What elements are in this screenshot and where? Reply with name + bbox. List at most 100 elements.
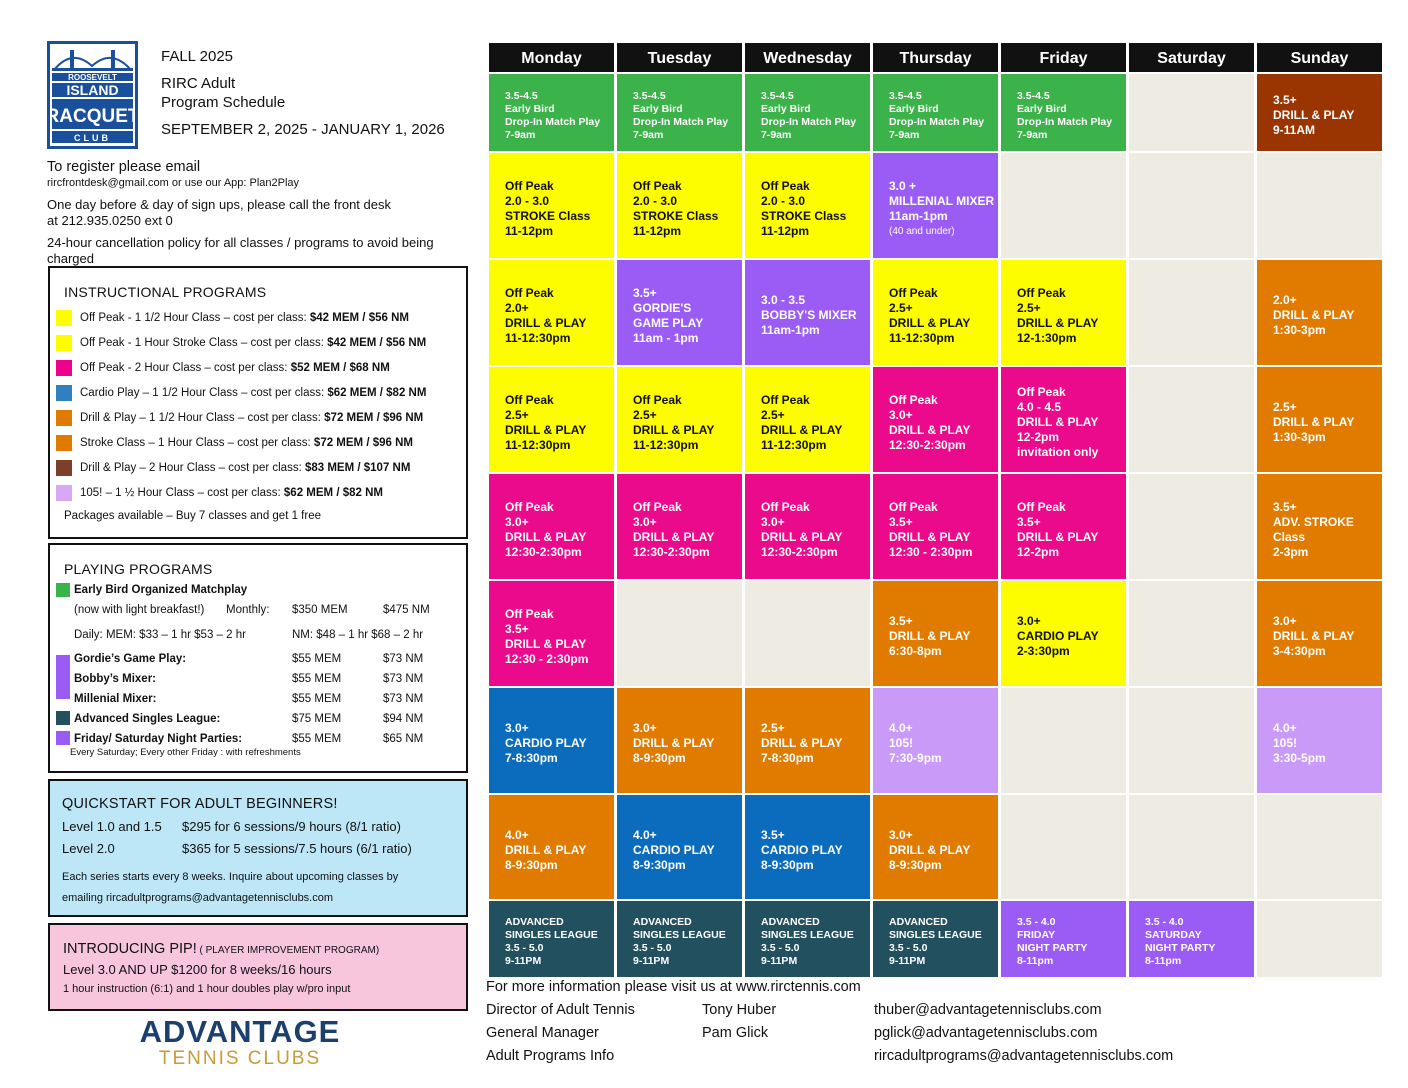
schedule-slot: ADVANCED SINGLES LEAGUE 3.5 - 5.0 9-11PM — [617, 901, 742, 977]
schedule-slot: Off Peak 3.0+ DRILL & PLAY 12:30-2:30pm — [873, 367, 998, 472]
instructional-item: 105! – 1 ½ Hour Class – cost per class: … — [56, 483, 383, 503]
schedule-slot: Off Peak 2.5+ DRILL & PLAY 11-12:30pm — [873, 260, 998, 365]
slot-line: ADVANCED — [633, 916, 692, 928]
slot-line: 12-2pm — [1017, 544, 1060, 559]
slot-line: 2.5+ — [505, 407, 529, 422]
slot-line: 3.0+ — [633, 514, 657, 529]
slot-line: 2-3:30pm — [1017, 644, 1070, 658]
slot-line: STROKE Class — [633, 208, 719, 223]
playing-mem: $55 MEM — [292, 653, 342, 665]
slot-line: DRILL & PLAY — [889, 529, 971, 544]
contact-email[interactable]: thuber@advantagetennisclubs.com — [874, 1002, 1102, 1018]
slot-line: 2.0+ — [505, 300, 529, 315]
quickstart-note-2: emailing rircadultprograms@advantagetenn… — [62, 892, 334, 904]
slot-line: Drop-In Match Play — [633, 115, 729, 128]
slot-line: 11-12pm — [633, 223, 682, 238]
schedule-slot: 3.0+ CARDIO PLAY 2-3:30pm — [1001, 581, 1126, 686]
legend-text: Stroke Class – 1 Hour Class – cost per c… — [80, 437, 314, 449]
program-title-2: Program Schedule — [161, 94, 286, 111]
slot-line: 9-11PM — [633, 955, 670, 967]
slot-line: GAME PLAY — [633, 315, 704, 330]
contact-name: Tony Huber — [702, 1002, 777, 1018]
league-swatch — [56, 711, 70, 725]
slot-line: STROKE Class — [505, 208, 591, 223]
playing-nm: $73 NM — [383, 673, 424, 685]
slot-line: 2.5+ — [761, 721, 785, 735]
legend-text: 105! – 1 ½ Hour Class – cost per class: — [80, 487, 284, 499]
slot-line: 3.5-4.5 — [633, 89, 666, 102]
schedule-slot-empty — [1257, 153, 1382, 258]
slot-line: 3.5+ — [889, 514, 913, 529]
schedule-slot-empty — [1001, 153, 1126, 258]
contact-email[interactable]: pglick@advantagetennisclubs.com — [874, 1025, 1098, 1041]
playing-name: Friday/ Saturday Night Parties: — [74, 733, 243, 745]
playing-mem: $55 MEM — [292, 693, 342, 705]
schedule-slot: 3.5-4.5 Early Bird Drop-In Match Play 7-9am — [489, 74, 614, 151]
slot-line: 12:30 - 2:30pm — [505, 651, 589, 666]
playing-nm: $73 NM — [383, 693, 424, 705]
schedule-slot: 4.0+ CARDIO PLAY 8-9:30pm — [617, 795, 742, 899]
slot-line: SINGLES LEAGUE — [505, 929, 598, 941]
slot-line: 2.0 - 3.0 — [761, 193, 806, 208]
level2-label: Level 2.0 — [62, 841, 115, 856]
contact-email[interactable]: rircadultprograms@advantagetennisclubs.c… — [874, 1048, 1174, 1064]
slot-line: Off Peak — [761, 178, 810, 193]
legend-text: Cardio Play – 1 1/2 Hour Class – cost pe… — [80, 387, 328, 399]
level2-price: $365 for 5 sessions/7.5 hours (6/1 ratio… — [182, 841, 412, 856]
monthly-nm: $475 NM — [383, 604, 430, 616]
packages-note: Packages available – Buy 7 classes and g… — [64, 510, 321, 522]
slot-line: 3.5 - 5.0 — [889, 942, 928, 954]
schedule-slot-empty — [1129, 260, 1254, 365]
schedule-slot: 2.0+ DRILL & PLAY 1:30-3pm — [1257, 260, 1382, 365]
slot-line: 11am-1pm — [761, 323, 820, 337]
slot-line: ADV. STROKE — [1273, 514, 1354, 529]
slot-line: 4.0+ — [505, 827, 529, 842]
slot-line: DRILL & PLAY — [1017, 415, 1099, 429]
slot-line: 3.5 - 4.0 — [1145, 916, 1184, 928]
cancellation-policy-cont: charged — [47, 251, 94, 266]
legend-swatch — [56, 434, 72, 451]
slot-line: 3.0+ — [505, 514, 529, 529]
slot-line: 3.5 - 5.0 — [761, 942, 800, 954]
day-header: Monday — [489, 43, 614, 72]
slot-line: DRILL & PLAY — [761, 422, 843, 437]
monthly-mem: $350 MEM — [292, 604, 348, 616]
legend-text: Off Peak - 1 1/2 Hour Class – cost per c… — [80, 312, 310, 324]
playing-name: Bobby’s Mixer: — [74, 673, 157, 685]
legend-price: $52 MEM / $68 NM — [290, 362, 390, 374]
monthly-label: Monthly: — [226, 604, 270, 616]
slot-line: Drop-In Match Play — [505, 115, 601, 128]
party-note: Every Saturday; Every other Friday : wit… — [70, 747, 301, 758]
slot-line: 3.5+ — [1017, 514, 1041, 529]
schedule-slot: Off Peak 2.5+ DRILL & PLAY 11-12:30pm — [489, 367, 614, 472]
day-header: Sunday — [1257, 43, 1382, 72]
slot-line: Off Peak — [505, 285, 554, 300]
playing-name: Gordie’s Game Play: — [74, 653, 187, 665]
slot-line: Off Peak — [505, 178, 554, 193]
schedule-slot: 3.5-4.5 Early Bird Drop-In Match Play 7-9am — [745, 74, 870, 151]
slot-line: DRILL & PLAY — [1017, 529, 1099, 544]
slot-line: 7-9am — [633, 128, 664, 141]
pip-detail: 1 hour instruction (6:1) and 1 hour doub… — [63, 983, 351, 995]
slot-line: Off Peak — [633, 392, 682, 407]
slot-line: 2-3pm — [1273, 544, 1309, 559]
pip-box: INTRODUCING PIP! ( PLAYER IMPROVEMENT PR… — [48, 923, 468, 1011]
slot-line: 7-8:30pm — [761, 751, 814, 765]
slot-line: 3.5 - 5.0 — [633, 942, 672, 954]
schedule-slot: 3.5+ DRILL & PLAY 9-11AM — [1257, 74, 1382, 151]
register-heading: To register please email — [47, 159, 201, 175]
legend-price: $72 MEM / $96 NM — [313, 437, 413, 449]
slot-line: ADVANCED — [761, 916, 820, 928]
slot-line: 11am-1pm — [889, 208, 948, 223]
schedule-slot: Off Peak 3.0+ DRILL & PLAY 12:30-2:30pm — [745, 474, 870, 579]
advantage-word: ADVANTAGE — [139, 1014, 341, 1049]
slot-line: 11-12:30pm — [505, 330, 571, 345]
slot-line: 3.0 - 3.5 — [761, 293, 806, 307]
slot-line: 3-4:30pm — [1273, 644, 1326, 658]
slot-line: 3.5 - 5.0 — [505, 942, 544, 954]
slot-line: 3.0+ — [1273, 614, 1297, 628]
level1-label: Level 1.0 and 1.5 — [62, 819, 162, 834]
pip-title: INTRODUCING PIP! — [63, 941, 197, 957]
slot-line: Off Peak — [761, 499, 810, 514]
schedule-slot-empty — [1257, 901, 1382, 977]
